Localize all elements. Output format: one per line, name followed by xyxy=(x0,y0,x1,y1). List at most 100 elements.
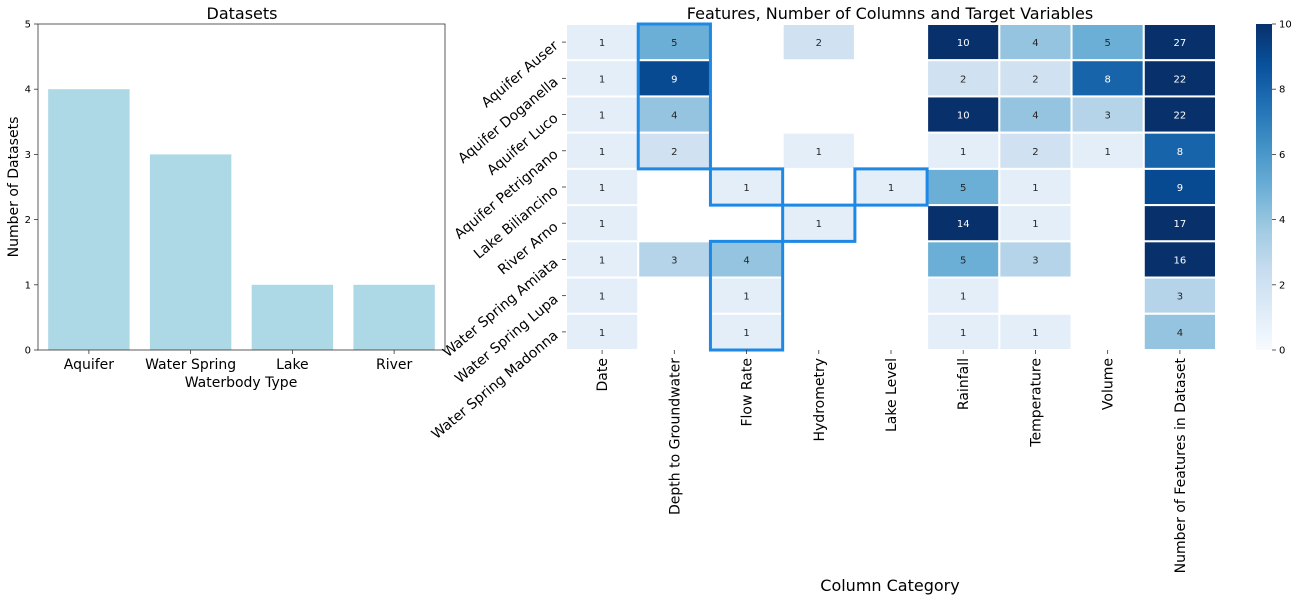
heatmap-cell-value: 1 xyxy=(1032,328,1038,339)
heatmap-cell-value: 1 xyxy=(599,292,605,303)
heatmap-cell-value: 1 xyxy=(888,183,894,194)
heatmap-x-tick-label: Hydrometry xyxy=(812,358,828,442)
heatmap-cell xyxy=(1142,167,1218,207)
bar-chart-title: Datasets xyxy=(207,4,278,23)
heatmap-cell-value: 1 xyxy=(743,292,749,303)
bar-y-tick-label: 2 xyxy=(25,215,31,226)
heatmap-cell xyxy=(1070,95,1145,134)
heatmap-cell-value: 17 xyxy=(1174,219,1187,230)
heatmap-cell-value: 1 xyxy=(599,38,605,49)
heatmap-cell-value: 2 xyxy=(1032,74,1038,85)
colorbar-tick-label: 4 xyxy=(1279,215,1285,226)
heatmap-cell-value: 1 xyxy=(599,183,605,194)
colorbar xyxy=(1256,24,1272,350)
heatmap-cell-value: 1 xyxy=(1032,183,1038,194)
heatmap-cell xyxy=(781,23,856,62)
heatmap-cell xyxy=(926,240,1001,279)
colorbar-tick-label: 6 xyxy=(1279,150,1285,161)
bar-x-ticks: Aquifer Water Spring Lake River xyxy=(64,350,413,373)
heatmap-cell-value: 2 xyxy=(816,38,822,49)
heatmap-cell-value: 5 xyxy=(960,183,966,194)
target-variable-outlines xyxy=(636,22,929,352)
heatmap-cell-value: 14 xyxy=(957,219,970,230)
heatmap-cell xyxy=(998,240,1073,279)
heatmap-cell-value: 2 xyxy=(960,74,966,85)
bar xyxy=(149,154,232,350)
heatmap-cell-value: 8 xyxy=(1177,147,1183,158)
heatmap-x-tick-label: Depth to Groundwater xyxy=(667,358,683,515)
heatmap-cell-value: 1 xyxy=(599,328,605,339)
heatmap-cell xyxy=(1142,59,1218,98)
bar-y-tick-label: 4 xyxy=(25,85,31,96)
heatmap-cell-value: 22 xyxy=(1174,74,1187,85)
bar-y-axis-label: Number of Datasets xyxy=(6,117,22,258)
heatmap-cell-value: 1 xyxy=(960,292,966,303)
heatmap-cell-value: 1 xyxy=(599,147,605,158)
heatmap-cell-value: 4 xyxy=(743,255,749,266)
heatmap-cell-value: 3 xyxy=(1032,255,1038,266)
heatmap-cell xyxy=(926,59,1001,98)
heatmap-x-tick-label: Lake Level xyxy=(884,358,900,432)
heatmap-cell-value: 1 xyxy=(1032,219,1038,230)
heatmap-cell-value: 16 xyxy=(1174,255,1187,266)
heatmap-cell-value: 1 xyxy=(599,74,605,85)
bar xyxy=(251,284,334,350)
bar-x-tick-label: Water Spring xyxy=(145,357,236,373)
heatmap-cell-value: 1 xyxy=(1104,147,1110,158)
bar-y-tick-label: 1 xyxy=(25,280,31,291)
heatmap-cell xyxy=(926,23,1001,62)
heatmap-cell-value: 3 xyxy=(1104,111,1110,122)
heatmap-cell xyxy=(1142,312,1218,351)
bar-x-tick-label: River xyxy=(376,357,413,373)
bar-x-axis-label: Waterbody Type xyxy=(185,375,298,391)
heatmap-cell xyxy=(565,276,640,315)
heatmap-x-tick-label: Flow Rate xyxy=(740,358,756,427)
bar-plot-frame xyxy=(37,23,446,351)
heatmap-x-tick-label: Temperature xyxy=(1028,358,1044,448)
heatmap-cell-value: 1 xyxy=(816,219,822,230)
heatmap-cell xyxy=(998,23,1073,62)
heatmap-x-tick-label: Rainfall xyxy=(956,358,972,410)
heatmap-cell xyxy=(637,23,712,62)
heatmap-cell-value: 9 xyxy=(1177,183,1183,194)
heatmap-cell-value: 5 xyxy=(960,255,966,266)
colorbar-tick-label: 2 xyxy=(1279,280,1285,291)
heatmap-x-ticks: Date Depth to Groundwater Flow Rate Hydrome… xyxy=(595,350,1189,573)
heatmap-cell xyxy=(926,276,1001,315)
heatmap-cell-value: 1 xyxy=(599,255,605,266)
heatmap-cell-value: 4 xyxy=(1177,328,1183,339)
heatmap-cell-labels: 1 5 2 10 4 5 271 9 2 2 8 221 4 10 4 3 221 2 1 1 2 1 81 1 1 5 1 91 1 1… xyxy=(599,38,1186,339)
heatmap-cell-value: 1 xyxy=(599,111,605,122)
heatmap-cell-value: 5 xyxy=(671,38,677,49)
bar xyxy=(353,284,435,350)
heatmap-cell xyxy=(853,167,929,207)
heatmap-cell-value: 2 xyxy=(671,147,677,158)
heatmap-cell-value: 3 xyxy=(1177,292,1183,303)
bar-chart: Datasets 0 1 2 3 4 5 Aquifer Water Spring Lake R… xyxy=(6,4,446,391)
heatmap-cell-value: 9 xyxy=(671,74,677,85)
bar xyxy=(48,89,130,350)
heatmap-cell xyxy=(781,131,856,170)
heatmap-cell xyxy=(998,204,1073,243)
heatmap-cell-value: 5 xyxy=(1104,38,1110,49)
bar-x-tick-label: Aquifer xyxy=(64,357,115,373)
heatmap-x-tick-label: Volume xyxy=(1101,358,1117,410)
heatmap-cell xyxy=(1142,204,1218,243)
heatmap-cell-value: 1 xyxy=(743,328,749,339)
heatmap-cell xyxy=(1142,131,1218,170)
heatmap-cell-value: 1 xyxy=(743,183,749,194)
heatmap-x-axis-label: Column Category xyxy=(820,576,959,595)
bar-x-tick-label: Lake xyxy=(276,357,309,373)
heatmap-cell-value: 1 xyxy=(960,147,966,158)
heatmap-x-tick-label: Date xyxy=(595,358,611,391)
heatmap-cells xyxy=(565,23,1218,351)
heatmap-cell xyxy=(998,312,1073,351)
heatmap-cell-value: 1 xyxy=(599,219,605,230)
heatmap-cell-value: 4 xyxy=(1032,38,1038,49)
heatmap-cell xyxy=(998,167,1073,207)
heatmap-cell-value: 4 xyxy=(671,111,677,122)
heatmap-cell xyxy=(565,240,640,279)
heatmap-cell-value: 1 xyxy=(816,147,822,158)
heatmap-cell xyxy=(637,95,712,134)
